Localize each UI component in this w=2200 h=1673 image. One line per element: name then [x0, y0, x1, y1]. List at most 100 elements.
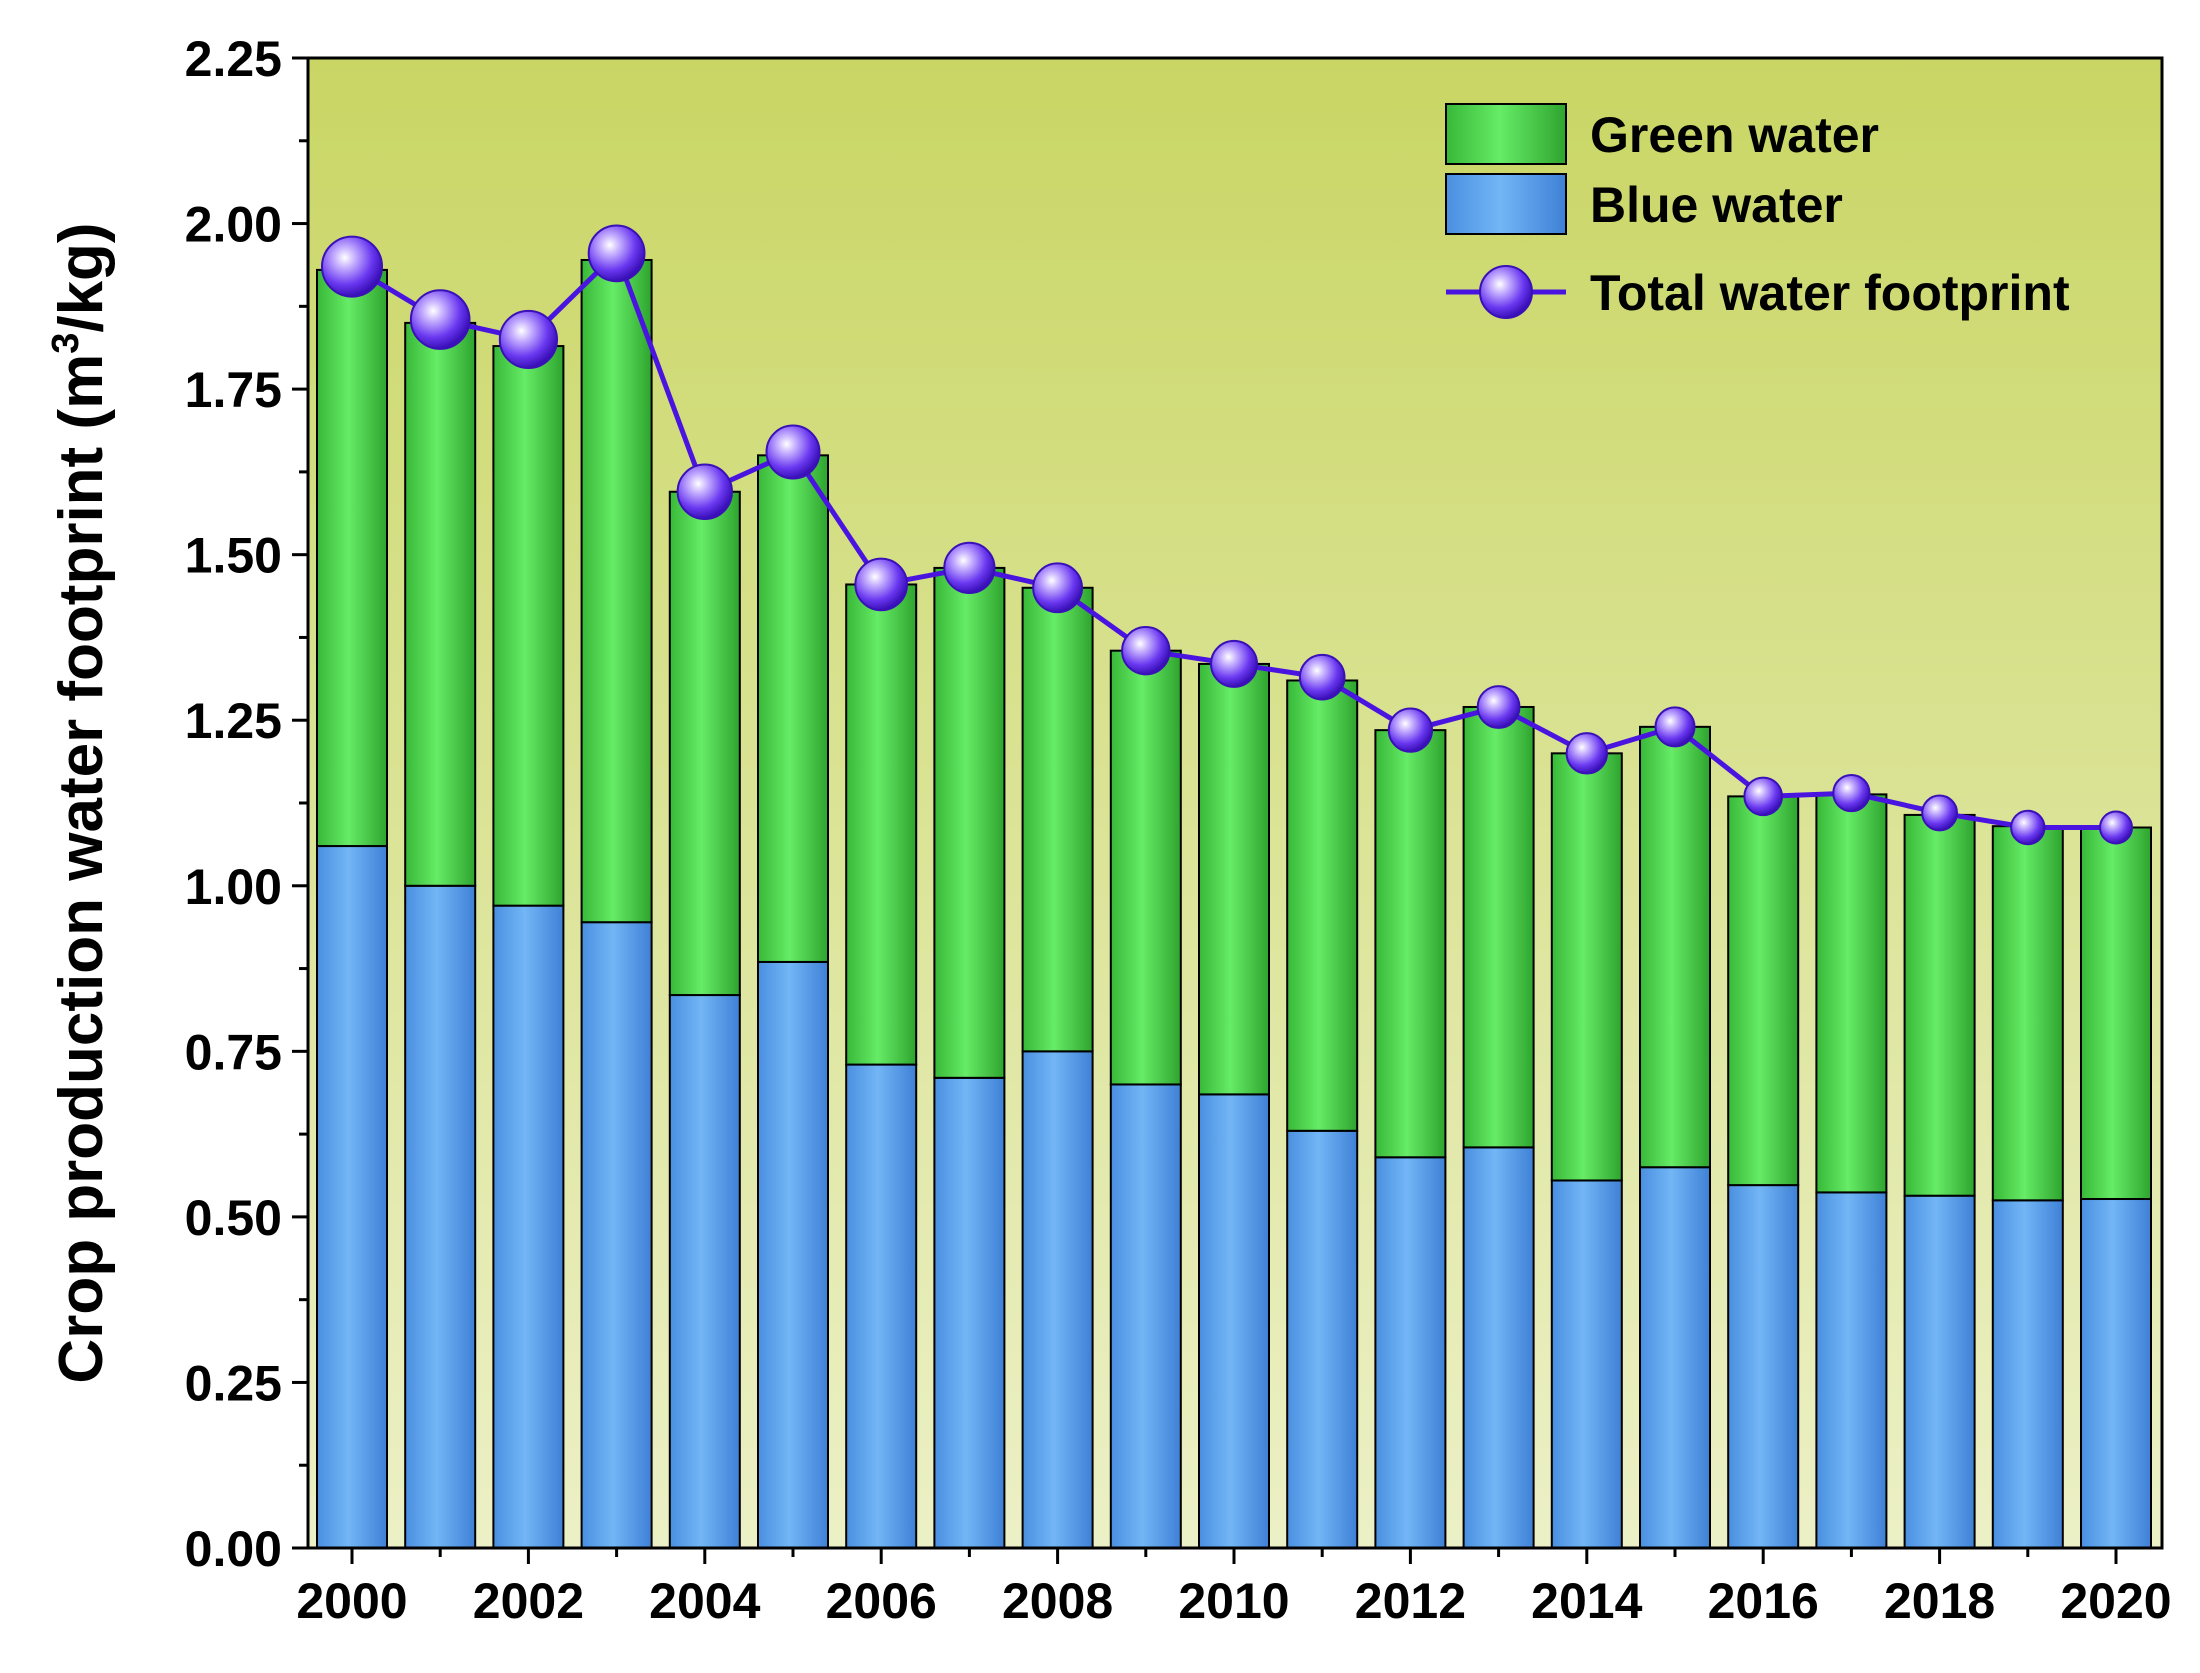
bar-blue-2020 [2080, 1198, 2152, 1550]
total-point-2018 [1921, 794, 1958, 832]
total-point-2020 [2099, 810, 2133, 845]
y-tick-label: 2.00 [185, 197, 282, 253]
bar-green-2020 [2080, 826, 2152, 1201]
total-point-2004 [676, 463, 733, 520]
bar-blue-2001 [404, 884, 477, 1549]
y-tick-label: 0.25 [185, 1355, 282, 1411]
bar-green-2011 [1286, 679, 1359, 1132]
y-tick-label: 1.25 [185, 693, 282, 749]
bar-green-2015 [1639, 725, 1711, 1169]
legend-label: Total water footprint [1590, 265, 2070, 321]
total-point-2013 [1476, 685, 1521, 729]
bar-blue-2000 [316, 845, 388, 1549]
total-point-2001 [409, 289, 471, 350]
x-tick-label: 2006 [826, 1573, 937, 1629]
total-point-2008 [1032, 562, 1083, 614]
y-axis-title-main: Crop production water footprint (m [47, 354, 116, 1384]
bar-green-2005 [757, 454, 829, 963]
bar-blue-2012 [1374, 1156, 1447, 1550]
bar-blue-2017 [1815, 1191, 1888, 1550]
y-tick-label: 1.50 [185, 528, 282, 584]
bar-green-2004 [668, 490, 741, 997]
x-tick-label: 2010 [1178, 1573, 1289, 1629]
bar-blue-2007 [933, 1076, 1006, 1550]
total-point-2007 [943, 541, 996, 595]
bar-blue-2008 [1021, 1050, 1094, 1550]
y-tick-label: 0.50 [185, 1190, 282, 1246]
bar-green-2013 [1462, 705, 1535, 1149]
bar-blue-2015 [1639, 1166, 1711, 1549]
bar-blue-2005 [757, 960, 829, 1549]
bar-green-2002 [492, 345, 565, 907]
total-point-2009 [1121, 625, 1171, 676]
bar-blue-2014 [1550, 1179, 1623, 1549]
y-axis-title-sup: 3 [45, 333, 87, 354]
y-tick-label: 0.00 [185, 1521, 282, 1577]
bar-blue-2018 [1903, 1194, 1976, 1549]
total-point-2011 [1298, 653, 1346, 701]
legend-label: Green water [1590, 107, 1879, 163]
legend-swatch-blue [1445, 173, 1567, 235]
y-tick-label: 1.75 [185, 362, 282, 418]
bar-blue-2011 [1286, 1129, 1359, 1550]
bar-green-2018 [1903, 813, 1976, 1197]
bar-green-2000 [316, 268, 388, 848]
total-point-2006 [854, 557, 909, 612]
bar-blue-2010 [1198, 1093, 1270, 1550]
total-point-2012 [1387, 707, 1434, 753]
bar-green-2019 [1991, 825, 2064, 1202]
legend: Green water Blue water Total water footpri… [1445, 103, 2070, 321]
x-tick-label: 2008 [1002, 1573, 1113, 1629]
bar-blue-2002 [492, 904, 565, 1549]
bar-green-2001 [404, 321, 477, 887]
x-tick-label: 2020 [2060, 1573, 2171, 1629]
x-tick-label: 2018 [1884, 1573, 1995, 1629]
x-tick-label: 2014 [1531, 1573, 1642, 1629]
bar-green-2006 [845, 583, 918, 1066]
bar-blue-2004 [668, 994, 741, 1549]
y-axis-title-unit: /kg) [47, 222, 116, 332]
bar-green-2017 [1815, 793, 1888, 1194]
total-point-2003 [587, 224, 646, 283]
total-point-2010 [1210, 639, 1258, 688]
x-tick-label: 2002 [473, 1573, 584, 1629]
total-point-2017 [1832, 773, 1871, 813]
total-point-2002 [498, 309, 559, 370]
y-tick-label: 0.75 [185, 1024, 282, 1080]
total-point-2019 [2010, 809, 2046, 846]
x-tick-label: 2004 [649, 1573, 760, 1629]
total-point-2016 [1743, 776, 1783, 817]
total-point-2000 [321, 235, 383, 298]
y-tick-label: 2.25 [185, 31, 282, 87]
total-point-2015 [1654, 706, 1696, 748]
bar-green-2007 [933, 566, 1006, 1079]
bar-green-2016 [1727, 795, 1800, 1187]
total-point-2005 [765, 424, 821, 480]
x-tick-label: 2000 [296, 1573, 407, 1629]
legend-label: Blue water [1590, 177, 1843, 233]
legend-marker [1479, 265, 1533, 319]
bar-green-2009 [1109, 649, 1182, 1086]
total-line-layer [321, 224, 2133, 846]
bar-green-2010 [1198, 662, 1270, 1096]
bars-layer [316, 258, 2152, 1550]
axes-layer: 0.00 0.25 0.50 0.75 1.00 1.25 1.50 1.75 2.00 2.25… [45, 31, 2172, 1629]
bar-blue-2009 [1109, 1083, 1182, 1549]
y-axis-title: Crop production water footprint (m3/kg) [45, 222, 116, 1383]
y-tick-label: 1.00 [185, 859, 282, 915]
x-tick-label: 2016 [1708, 1573, 1819, 1629]
bar-blue-2006 [845, 1063, 918, 1549]
bar-green-2014 [1550, 752, 1623, 1182]
bar-blue-2019 [1991, 1199, 2064, 1550]
total-point-2014 [1565, 732, 1609, 775]
bar-blue-2013 [1462, 1146, 1535, 1550]
x-tick-label: 2012 [1355, 1573, 1466, 1629]
bar-blue-2003 [580, 921, 653, 1549]
legend-swatch-green [1445, 103, 1567, 165]
bar-blue-2016 [1727, 1184, 1800, 1549]
bar-green-2012 [1374, 729, 1447, 1159]
bar-green-2008 [1021, 586, 1094, 1053]
bar-green-2003 [580, 258, 653, 924]
